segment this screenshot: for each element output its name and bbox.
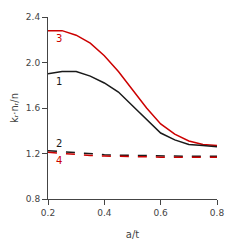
svg-text:4: 4 (56, 155, 62, 166)
svg-text:0.6: 0.6 (154, 208, 169, 218)
svg-text:2.4: 2.4 (26, 12, 41, 22)
svg-text:2.0: 2.0 (26, 58, 41, 68)
svg-text:1.2: 1.2 (26, 149, 40, 159)
svg-text:kᵣ·nᵣ/n: kᵣ·nᵣ/n (9, 93, 20, 123)
svg-text:1: 1 (56, 76, 62, 87)
svg-text:0.8: 0.8 (210, 208, 225, 218)
svg-text:a/t: a/t (126, 229, 139, 240)
svg-text:0.8: 0.8 (26, 194, 41, 204)
svg-text:2: 2 (56, 138, 62, 149)
svg-text:3: 3 (56, 33, 62, 44)
svg-text:1.6: 1.6 (26, 103, 41, 113)
svg-text:0.4: 0.4 (97, 208, 112, 218)
svg-text:0.2: 0.2 (41, 208, 55, 218)
